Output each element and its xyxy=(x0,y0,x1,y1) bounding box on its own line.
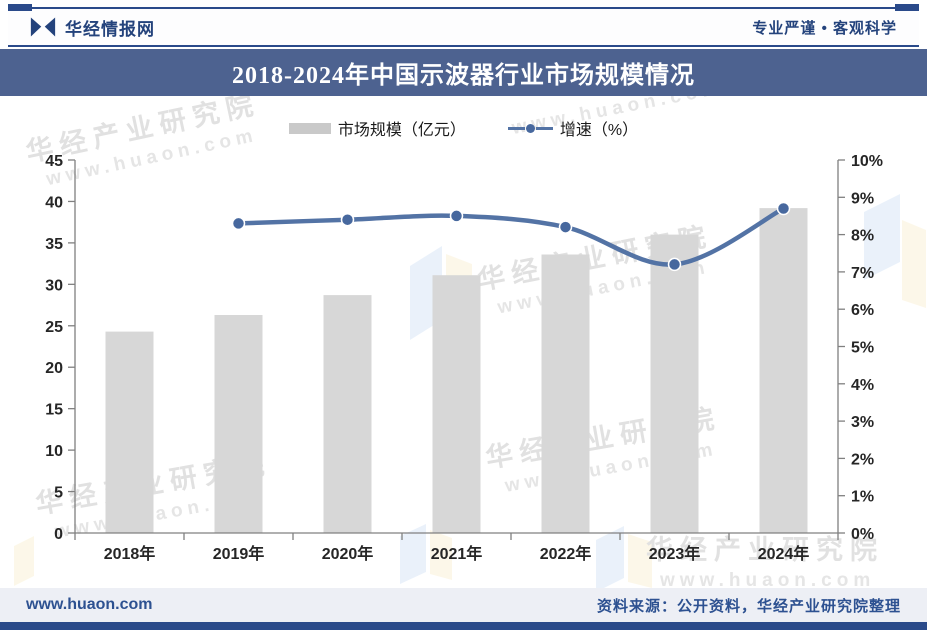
growth-line xyxy=(236,206,786,267)
left-axis-label: 10 xyxy=(45,443,63,460)
left-axis-label: 45 xyxy=(45,153,63,170)
combo-chart: 0 5 10 15 20 25 30 35 40 45 0% 1% 2% 3% 4% 5% 6% 7% 8% 9% 10… xyxy=(45,153,883,563)
line-swatch xyxy=(507,123,553,133)
left-axis-label: 15 xyxy=(45,402,63,419)
growth-line-point xyxy=(667,257,682,272)
left-axis-label: 20 xyxy=(45,360,63,377)
x-axis-label: 2020年 xyxy=(322,544,374,563)
growth-line-point xyxy=(340,212,355,227)
x-axis-label: 2022年 xyxy=(540,544,592,563)
bar-2019年 xyxy=(214,315,263,533)
bar-2022年 xyxy=(541,254,590,533)
top-border-cap-left xyxy=(8,4,32,11)
chart-legend: 市场规模（亿元） 增速（%） xyxy=(0,114,927,142)
title-bar: 2018-2024年中国示波器行业市场规模情况 xyxy=(0,49,927,96)
x-axis-label: 2021年 xyxy=(431,544,483,563)
bar-2024年 xyxy=(759,208,808,533)
bar-2023年 xyxy=(650,234,699,533)
growth-line-point xyxy=(231,216,246,231)
right-axis-label: 4% xyxy=(851,377,874,394)
legend-item-growth: 增速（%） xyxy=(507,116,639,140)
growth-line-point xyxy=(449,209,464,223)
right-axis-label: 10% xyxy=(851,153,883,170)
right-axis-label: 7% xyxy=(851,265,874,282)
right-axis-label: 8% xyxy=(851,228,874,245)
footer: www.huaon.com 资料来源：公开资料，华经产业研究院整理 xyxy=(0,588,927,622)
x-axis-label: 2018年 xyxy=(104,544,156,563)
footer-website-link[interactable]: www.huaon.com xyxy=(26,596,153,613)
right-axis-label: 0% xyxy=(851,526,874,543)
line-swatch-segment xyxy=(535,126,553,130)
right-axis-label: 5% xyxy=(851,340,874,357)
legend-label-market-size: 市场规模（亿元） xyxy=(337,122,466,139)
right-axis-label: 3% xyxy=(851,414,874,431)
page-title: 2018-2024年中国示波器行业市场规模情况 xyxy=(232,63,695,89)
brand-name: 华经情报网 xyxy=(65,19,155,39)
left-axis-label: 40 xyxy=(45,194,63,211)
right-axis-label: 9% xyxy=(851,190,874,207)
left-axis-label: 35 xyxy=(45,236,63,253)
footer-source-note: 资料来源：公开资料，华经产业研究院整理 xyxy=(596,597,901,615)
right-axis-label: 6% xyxy=(851,302,874,319)
left-axis-label: 30 xyxy=(45,277,63,294)
x-axis-label: 2019年 xyxy=(213,544,265,563)
left-axis-label: 0 xyxy=(54,526,63,543)
growth-line-point xyxy=(558,220,573,234)
left-axis-label: 25 xyxy=(45,319,63,336)
bar-2018年 xyxy=(105,331,154,533)
bottom-accent-strip xyxy=(0,622,927,630)
huajing-logo-icon xyxy=(30,17,56,37)
line-swatch-segment xyxy=(507,126,525,130)
line-swatch-dot xyxy=(525,123,535,133)
header: 华经情报网 专业严谨 • 客观科学 xyxy=(8,9,919,47)
legend-item-market-size: 市场规模（亿元） xyxy=(288,116,466,140)
bar-swatch xyxy=(288,122,331,134)
right-axis-label: 1% xyxy=(851,489,874,506)
header-slogan: 专业严谨 • 客观科学 xyxy=(752,19,897,37)
legend-label-growth: 增速（%） xyxy=(559,122,639,139)
right-axis-label: 2% xyxy=(851,451,874,468)
left-axis-label: 5 xyxy=(54,485,63,502)
x-axis-label: 2023年 xyxy=(649,544,701,563)
bar-2020年 xyxy=(323,295,372,533)
x-axis-label: 2024年 xyxy=(758,544,810,563)
brand: 华经情报网 xyxy=(30,15,155,40)
top-border-line xyxy=(8,7,919,9)
growth-line-point xyxy=(776,201,791,216)
bar-2021年 xyxy=(432,275,481,533)
top-border-cap-right xyxy=(895,4,919,11)
